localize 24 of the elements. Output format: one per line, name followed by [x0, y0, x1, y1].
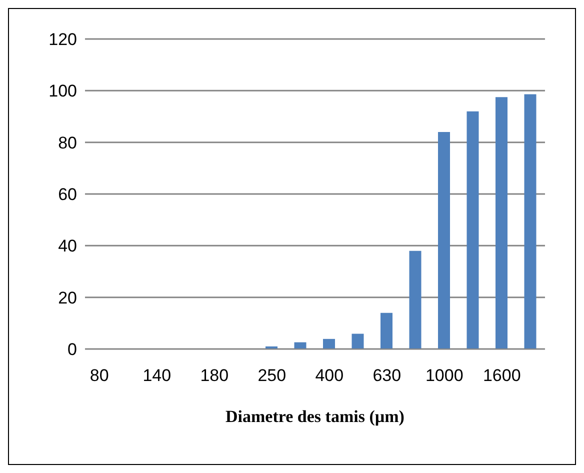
y-tick-label: 120	[48, 30, 77, 50]
bar	[380, 312, 392, 349]
x-tick-label: 180	[200, 366, 229, 386]
bar	[496, 97, 508, 349]
y-tick-label: 0	[68, 340, 77, 360]
x-tick-label: 140	[142, 366, 172, 386]
bar	[524, 94, 536, 349]
bar	[438, 132, 450, 349]
x-tick-label: 1600	[482, 366, 521, 386]
bar	[466, 111, 479, 349]
x-tick-label: 1000	[425, 366, 464, 386]
x-axis-title: Diametre des tamis (µm)	[224, 407, 406, 427]
y-tick-label: 80	[58, 133, 77, 152]
bar	[323, 338, 335, 349]
bar	[409, 250, 422, 349]
y-tick-label: 40	[58, 236, 77, 256]
x-tick-label: 400	[315, 366, 344, 386]
x-tick-label: 80	[90, 366, 109, 386]
x-tick-label: 250	[258, 366, 286, 386]
y-tick-label: 60	[58, 185, 77, 204]
y-tick-label: 20	[58, 288, 77, 308]
y-tick-label: 100	[48, 82, 77, 101]
bar	[352, 334, 364, 349]
x-tick-label: 630	[372, 366, 402, 386]
